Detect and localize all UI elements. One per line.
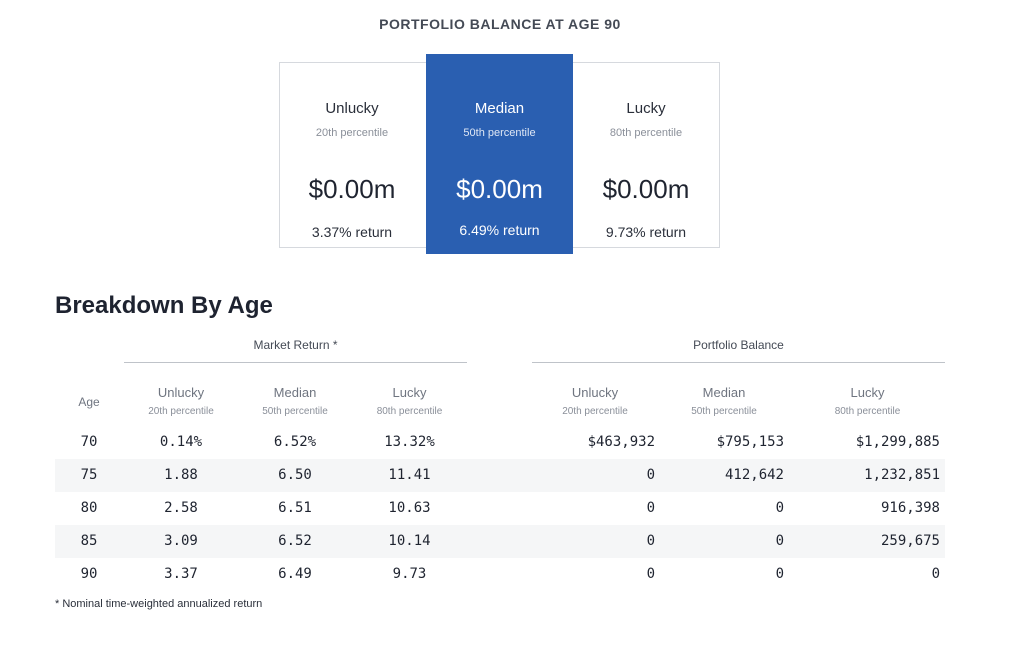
market-return-header: Market Return * xyxy=(253,338,338,352)
cell-market-median: 6.52 xyxy=(278,533,312,549)
portfolio-balance-divider xyxy=(532,362,945,363)
summary-title: PORTFOLIO BALANCE AT AGE 90 xyxy=(379,16,621,32)
cell-balance-unlucky: 0 xyxy=(646,500,655,516)
col-header-balance-median: Median 50th percentile xyxy=(658,385,790,417)
cell-age: 85 xyxy=(80,533,98,549)
age-column-header: Age xyxy=(78,395,100,409)
card-return: 3.37% return xyxy=(311,224,393,240)
cell-market-lucky: 10.63 xyxy=(388,500,431,516)
cell-market-median: 6.49 xyxy=(278,566,312,582)
cell-balance-unlucky: 0 xyxy=(646,467,655,483)
market-return-divider xyxy=(124,362,467,363)
col-header-label: Unlucky xyxy=(157,385,205,400)
cell-balance-lucky: 259,675 xyxy=(880,533,940,549)
cell-market-lucky: 13.32% xyxy=(384,434,435,450)
cell-balance-unlucky: 0 xyxy=(646,533,655,549)
card-percentile: 80th percentile xyxy=(609,127,683,139)
portfolio-balance-header: Portfolio Balance xyxy=(693,338,784,352)
table-row: 85 3.09 6.52 10.14 0 0 259,675 xyxy=(55,525,945,558)
card-unlucky: Unlucky 20th percentile $0.00m 3.37% ret… xyxy=(279,62,425,246)
table-row: 90 3.37 6.49 9.73 0 0 0 xyxy=(55,558,945,591)
cell-age: 75 xyxy=(80,467,98,483)
cell-balance-lucky: $1,299,885 xyxy=(855,434,940,450)
col-header-balance-lucky: Lucky 80th percentile xyxy=(790,385,945,417)
cell-balance-unlucky: $463,932 xyxy=(587,434,655,450)
cell-balance-lucky: 916,398 xyxy=(880,500,940,516)
card-amount: $0.00m xyxy=(456,174,543,204)
cell-market-lucky: 9.73 xyxy=(392,566,427,582)
col-header-label: Median xyxy=(702,385,746,400)
col-header-sub: 20th percentile xyxy=(562,406,628,417)
card-name: Lucky xyxy=(626,100,666,117)
col-header-market-lucky: Lucky 80th percentile xyxy=(352,385,467,417)
cell-age: 70 xyxy=(80,434,98,450)
col-header-balance-unlucky: Unlucky 20th percentile xyxy=(532,385,658,417)
card-median: Median 50th percentile $0.00m 6.49% retu… xyxy=(426,54,573,254)
table-row: 75 1.88 6.50 11.41 0 412,642 1,232,851 xyxy=(55,459,945,492)
col-header-sub: 20th percentile xyxy=(148,406,214,417)
cell-balance-median: $795,153 xyxy=(716,434,784,450)
cell-market-unlucky: 3.37 xyxy=(164,566,198,582)
card-percentile: 20th percentile xyxy=(315,127,389,139)
table-row: 80 2.58 6.51 10.63 0 0 916,398 xyxy=(55,492,945,525)
col-header-label: Lucky xyxy=(392,385,427,400)
card-name: Median xyxy=(474,100,525,117)
cell-market-lucky: 10.14 xyxy=(388,533,431,549)
footnote: * Nominal time-weighted annualized retur… xyxy=(55,598,263,610)
col-header-sub: 50th percentile xyxy=(262,406,328,417)
cell-balance-median: 0 xyxy=(775,566,784,582)
cell-market-unlucky: 2.58 xyxy=(164,500,198,516)
breakdown-title: Breakdown By Age xyxy=(55,292,273,319)
cell-balance-median: 0 xyxy=(775,500,784,516)
card-return: 9.73% return xyxy=(605,224,687,240)
cell-balance-median: 0 xyxy=(775,533,784,549)
col-header-market-median: Median 50th percentile xyxy=(238,385,352,417)
card-return: 6.49% return xyxy=(459,222,540,238)
cell-balance-median: 412,642 xyxy=(724,467,784,483)
cell-balance-unlucky: 0 xyxy=(646,566,655,582)
cell-market-unlucky: 0.14% xyxy=(159,434,203,450)
col-header-label: Lucky xyxy=(850,385,885,400)
cell-balance-lucky: 0 xyxy=(931,566,940,582)
cell-age: 90 xyxy=(80,566,98,582)
cell-age: 80 xyxy=(80,500,98,516)
col-header-label: Unlucky xyxy=(571,385,619,400)
cell-balance-lucky: 1,232,851 xyxy=(864,467,940,483)
card-lucky: Lucky 80th percentile $0.00m 9.73% retur… xyxy=(573,62,719,246)
col-header-label: Median xyxy=(273,385,317,400)
col-header-sub: 80th percentile xyxy=(376,406,443,417)
card-name: Unlucky xyxy=(325,100,379,117)
cell-market-lucky: 11.41 xyxy=(388,467,431,483)
col-header-sub: 80th percentile xyxy=(834,406,901,417)
cell-market-unlucky: 1.88 xyxy=(164,467,198,483)
cell-market-unlucky: 3.09 xyxy=(164,533,198,549)
scenario-cards: Unlucky 20th percentile $0.00m 3.37% ret… xyxy=(279,54,720,254)
table-row: 70 0.14% 6.52% 13.32% $463,932 $795,153 … xyxy=(55,426,945,459)
card-amount: $0.00m xyxy=(602,174,690,204)
card-amount: $0.00m xyxy=(308,174,396,204)
col-header-market-unlucky: Unlucky 20th percentile xyxy=(124,385,238,417)
cell-market-median: 6.52% xyxy=(273,434,317,450)
card-percentile: 50th percentile xyxy=(463,127,536,139)
cell-market-median: 6.50 xyxy=(278,467,312,483)
col-header-sub: 50th percentile xyxy=(691,406,757,417)
cell-market-median: 6.51 xyxy=(278,500,312,516)
